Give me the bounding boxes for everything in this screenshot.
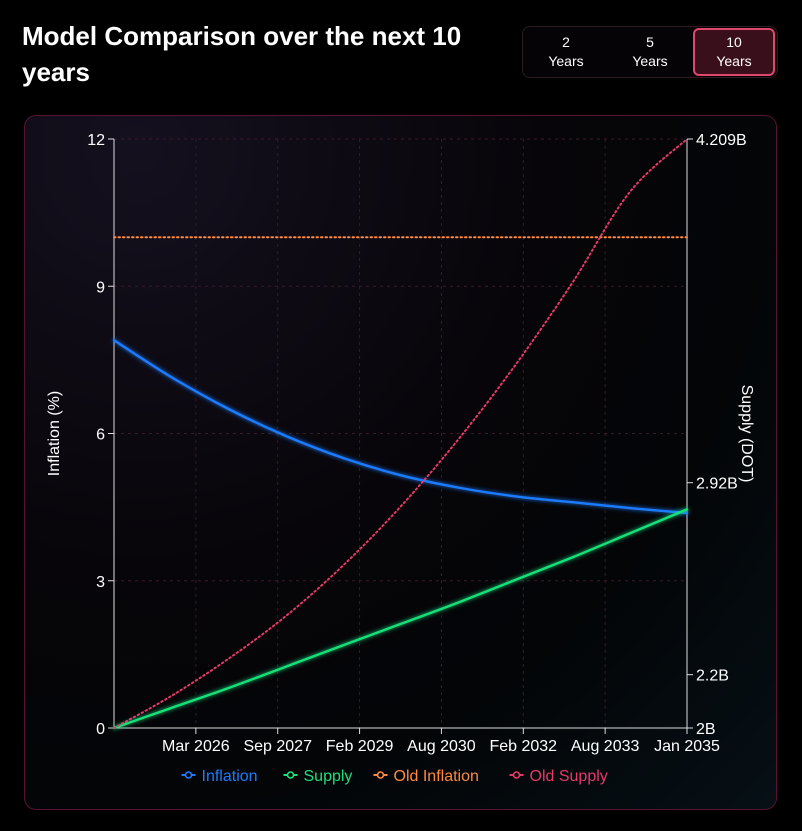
range-5-unit: Years <box>632 53 668 69</box>
x-tick-label: Jan 2035 <box>654 738 720 755</box>
legend-label: Supply <box>304 768 353 785</box>
chart-card: 0 3 6 9 12 2B 2.2B 2.92B 4.209B Mar 2026 Sep 2027 F… <box>24 115 777 810</box>
range-2-number: 2 <box>562 34 570 50</box>
left-tick-label: 9 <box>96 279 105 296</box>
right-tick-label: 2B <box>696 721 716 738</box>
old-supply-series-line <box>113 138 688 729</box>
range-10-years-button[interactable]: 10 Years <box>693 28 775 76</box>
legend-marker <box>184 771 193 779</box>
x-tick-label: Mar 2026 <box>162 738 230 755</box>
range-2-years-button[interactable]: 2 Years <box>525 28 607 76</box>
range-10-number: 10 <box>726 34 742 50</box>
left-tick-label: 3 <box>96 574 105 591</box>
legend-item-supply[interactable]: Supply <box>283 768 353 785</box>
legend-marker <box>376 771 385 779</box>
right-tick-label: 2.92B <box>696 476 738 493</box>
legend-item-old-inflation[interactable]: Old Inflation <box>373 768 479 785</box>
inflation-series-line <box>112 339 689 515</box>
series-layer <box>112 138 689 730</box>
time-range-selector: 2 Years 5 Years 10 Years <box>522 26 778 78</box>
range-5-number: 5 <box>646 34 654 50</box>
range-5-years-button[interactable]: 5 Years <box>609 28 691 76</box>
page-title: Model Comparison over the next 10 years <box>22 21 462 87</box>
range-10-unit: Years <box>716 53 752 69</box>
y-left-axis-title: Inflation (%) <box>46 391 63 476</box>
legend-marker <box>512 771 521 779</box>
left-tick-label: 6 <box>96 427 105 444</box>
legend-label: Old Inflation <box>394 768 479 785</box>
legend-label: Inflation <box>202 768 258 785</box>
legend: Inflation Supply Old Inflation Old Supply <box>181 768 608 785</box>
legend-label: Old Supply <box>530 768 608 785</box>
x-tick-label: Aug 2033 <box>571 738 640 755</box>
legend-marker <box>286 771 295 779</box>
range-2-unit: Years <box>548 53 584 69</box>
x-tick-label: Feb 2029 <box>326 738 394 755</box>
left-tick-label: 12 <box>87 132 105 149</box>
axes: 0 3 6 9 12 2B 2.2B 2.92B 4.209B Mar 2026 Sep 2027 F… <box>46 132 755 755</box>
left-tick-label: 0 <box>96 721 105 738</box>
x-tick-label: Feb 2032 <box>489 738 557 755</box>
right-tick-label: 4.209B <box>696 132 747 149</box>
supply-series-line <box>112 508 689 730</box>
comparison-chart: 0 3 6 9 12 2B 2.2B 2.92B 4.209B Mar 2026 Sep 2027 F… <box>46 132 755 785</box>
legend-item-old-supply[interactable]: Old Supply <box>509 768 608 785</box>
right-tick-label: 2.2B <box>696 668 729 685</box>
y-right-axis-title: Supply (DOT) <box>738 385 755 483</box>
x-tick-label: Sep 2027 <box>243 738 312 755</box>
grid-lines <box>114 138 688 729</box>
legend-item-inflation[interactable]: Inflation <box>181 768 258 785</box>
x-tick-label: Aug 2030 <box>407 738 476 755</box>
